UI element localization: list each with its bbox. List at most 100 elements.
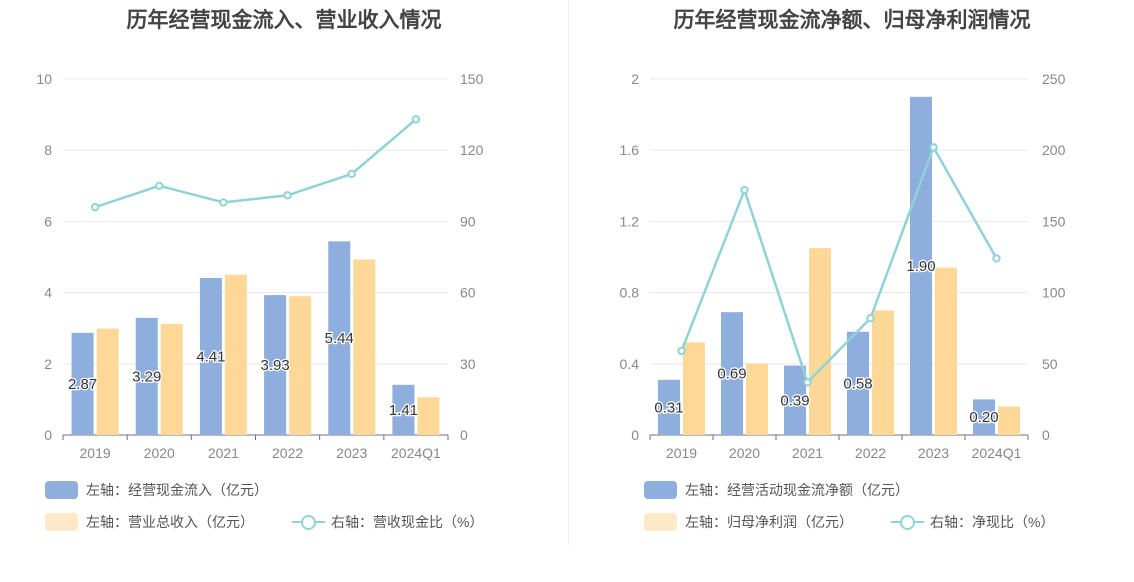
bar-series-2 xyxy=(96,328,119,435)
bar-series-2 xyxy=(998,406,1020,435)
bar-series-1 xyxy=(328,241,351,435)
bar-series-1 xyxy=(721,312,743,435)
legend-item-bar2[interactable]: 左轴：营业总收入（亿元） xyxy=(45,512,254,532)
legend-label-bar1: 左轴：经营现金流入（亿元） xyxy=(86,482,268,498)
legend-item-bar1[interactable]: 左轴：经营活动现金流净额（亿元） xyxy=(644,480,909,500)
chart-cash-inflow-svg: 0 2 4 6 8 10 0 30 60 90 120 150 2019 2020 2021 2022 2023… xyxy=(36,71,484,461)
bar-series-2 xyxy=(809,248,831,435)
line-point xyxy=(803,378,812,387)
bar-series-1 xyxy=(199,278,222,435)
bar-data-label: 0.69 xyxy=(717,366,746,383)
bar-series-2 xyxy=(417,397,440,435)
bar-series-1 xyxy=(71,332,94,435)
x-axis-tick-label: 2020 xyxy=(729,445,760,461)
right-axis-tick-label: 50 xyxy=(1042,356,1058,372)
x-axis-tick-label: 2019 xyxy=(666,445,697,461)
right-axis-tick-label: 60 xyxy=(460,285,476,301)
legend-swatch-bar2 xyxy=(644,513,677,531)
legend-label-line: 右轴：营收现金比（%） xyxy=(331,514,484,530)
line-point xyxy=(677,346,686,356)
right-axis-tick-label: 150 xyxy=(1042,213,1066,229)
x-axis-tick-label: 2023 xyxy=(918,445,949,461)
bar-data-label: 1.90 xyxy=(906,258,935,275)
left-axis-tick-label: 8 xyxy=(44,142,52,158)
bar-data-label: 3.93 xyxy=(260,357,289,374)
line-point xyxy=(866,314,875,323)
legend-label-bar1: 左轴：经营活动现金流净额（亿元） xyxy=(685,482,909,498)
right-axis-tick-label: 90 xyxy=(460,213,476,229)
legend-swatch-bar1 xyxy=(45,481,78,499)
right-axis-tick-label: 100 xyxy=(1042,285,1066,301)
bar-series-2 xyxy=(872,310,894,435)
left-axis-tick-label: 6 xyxy=(44,213,52,229)
legend-label-line: 右轴：净现比（%） xyxy=(930,514,1055,530)
line-point xyxy=(155,181,164,191)
bar-data-label: 5.44 xyxy=(325,330,354,347)
right-axis-tick-label: 120 xyxy=(460,142,484,158)
x-axis-tick-label: 2024Q1 xyxy=(972,445,1022,461)
legend-item-line[interactable]: 右轴：营收现金比（%） xyxy=(292,512,483,532)
right-axis-tick-label: 0 xyxy=(460,427,468,443)
bar-data-label: 2.87 xyxy=(68,376,97,393)
legend-label-bar2: 左轴：归母净利润（亿元） xyxy=(685,514,853,530)
x-axis-tick-label: 2021 xyxy=(208,445,239,461)
line-point xyxy=(740,185,749,195)
x-axis-tick-label: 2019 xyxy=(80,445,111,461)
legend-label-bar2: 左轴：营业总收入（亿元） xyxy=(86,514,254,530)
bar-series-2 xyxy=(224,274,247,435)
left-axis-tick-label: 1.2 xyxy=(620,213,640,229)
x-axis-tick-label: 2021 xyxy=(792,445,823,461)
panel-divider xyxy=(568,0,569,545)
bar-series-2 xyxy=(683,342,705,435)
bar-series-2 xyxy=(353,259,376,435)
legend-swatch-line xyxy=(891,513,924,531)
bar-series-2 xyxy=(746,363,768,435)
chart-panel-cash-inflow: 历年经营现金流入、营业收入情况 0 2 4 6 8 10 0 30 60 90 120 150 2019… xyxy=(36,9,484,532)
bar-data-label: 0.20 xyxy=(969,409,998,426)
chart-title: 历年经营现金流入、营业收入情况 xyxy=(126,9,442,32)
chart-title: 历年经营现金流净额、归母净利润情况 xyxy=(673,9,1031,32)
legend-item-bar1[interactable]: 左轴：经营现金流入（亿元） xyxy=(45,480,268,500)
right-axis-tick-label: 200 xyxy=(1042,142,1066,158)
x-axis-tick-label: 2023 xyxy=(336,445,367,461)
right-axis-tick-label: 0 xyxy=(1042,427,1050,443)
left-axis-tick-label: 2 xyxy=(44,356,52,372)
line-point xyxy=(90,202,100,212)
bar-data-label: 0.58 xyxy=(843,375,872,392)
line-point xyxy=(992,254,1001,263)
left-axis-tick-label: 4 xyxy=(44,285,52,301)
bar-series-2 xyxy=(289,296,312,435)
line-point xyxy=(929,143,938,152)
bar-data-label: 1.41 xyxy=(389,402,418,419)
x-axis-tick-label: 2020 xyxy=(144,445,175,461)
legend-item-line[interactable]: 右轴：净现比（%） xyxy=(891,512,1054,532)
legend-swatch-line xyxy=(292,513,325,531)
legend-item-bar2[interactable]: 左轴：归母净利润（亿元） xyxy=(644,512,853,532)
left-axis-tick-label: 0 xyxy=(44,427,52,443)
line-point xyxy=(219,198,228,207)
bar-series-1 xyxy=(658,379,680,435)
bar-data-label: 3.29 xyxy=(132,368,161,385)
chart-panel-net-cash: 历年经营现金流净额、归母净利润情况 0 0.4 0.8 1.2 1.6 2 0 50 100 15… xyxy=(570,0,1134,582)
x-axis-tick-label: 2022 xyxy=(272,445,303,461)
left-axis-tick-label: 0.8 xyxy=(620,285,640,301)
x-axis-tick-label: 2022 xyxy=(855,445,886,461)
line-point xyxy=(283,191,292,200)
bar-data-label: 0.39 xyxy=(780,392,809,409)
line-point xyxy=(411,115,421,124)
bar-series-1 xyxy=(392,384,415,435)
right-axis-tick-label: 150 xyxy=(460,71,484,87)
bar-series-1 xyxy=(847,331,869,435)
right-axis-tick-label: 30 xyxy=(460,356,476,372)
left-axis-tick-label: 0.4 xyxy=(620,356,640,372)
legend-swatch-bar1 xyxy=(644,481,677,499)
bar-series-2 xyxy=(935,267,957,435)
left-axis-tick-label: 0 xyxy=(631,427,639,443)
x-axis-tick-label: 2024Q1 xyxy=(391,445,441,461)
left-axis-tick-label: 2 xyxy=(631,71,639,87)
bar-series-1 xyxy=(910,96,932,436)
line-series xyxy=(94,118,417,209)
left-axis-tick-label: 1.6 xyxy=(620,142,640,158)
right-axis-tick-label: 250 xyxy=(1042,71,1066,87)
bar-data-label: 4.41 xyxy=(196,349,225,366)
